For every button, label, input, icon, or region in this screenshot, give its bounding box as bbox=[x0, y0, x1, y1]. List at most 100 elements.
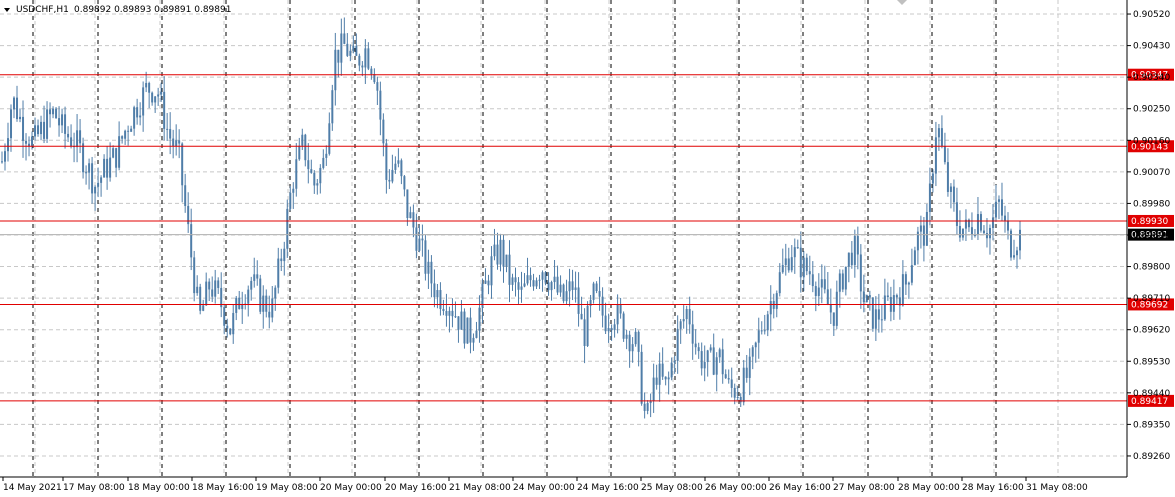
candle-body bbox=[70, 137, 73, 147]
candle-body bbox=[337, 49, 340, 63]
candle-body bbox=[13, 97, 16, 110]
candle-body bbox=[658, 363, 661, 385]
candle-body bbox=[166, 128, 169, 130]
level-label: 0.90347 bbox=[1131, 71, 1168, 81]
candle-body bbox=[250, 280, 253, 290]
candle-body bbox=[817, 287, 820, 296]
candle-body bbox=[919, 225, 922, 232]
candle-body bbox=[574, 287, 577, 290]
candle-body bbox=[400, 160, 403, 177]
candle-body bbox=[133, 107, 136, 129]
candle-body bbox=[547, 282, 550, 291]
candle-body bbox=[625, 334, 628, 339]
candle-body bbox=[598, 291, 601, 297]
candle-body bbox=[49, 109, 52, 115]
x-tick-label: 19 May 08:00 bbox=[256, 483, 318, 493]
candle-body bbox=[256, 274, 259, 279]
horizontal-levels[interactable]: 0.90347 0.90143 0.89930 0.89692 0.89417 0.898… bbox=[0, 68, 1174, 407]
candle-body bbox=[481, 283, 484, 308]
candle-body bbox=[388, 179, 391, 182]
ohlc-readout: 0.89892 0.89893 0.89891 0.89891 bbox=[74, 5, 231, 15]
candle-body bbox=[517, 282, 520, 290]
candle-body bbox=[742, 367, 745, 403]
y-tick-label: 0.89620 bbox=[1133, 326, 1170, 336]
candle-body bbox=[694, 343, 697, 348]
candle-body bbox=[145, 83, 148, 88]
candle-body bbox=[151, 92, 154, 103]
candle-body bbox=[442, 308, 445, 312]
candle-body bbox=[970, 227, 973, 236]
candle-body bbox=[205, 281, 208, 306]
candle-body bbox=[934, 137, 937, 174]
candle-body bbox=[664, 376, 667, 380]
level-label: 0.90143 bbox=[1131, 142, 1168, 152]
candle-body bbox=[466, 317, 469, 344]
candle-body bbox=[853, 236, 856, 266]
candle-body bbox=[436, 290, 439, 298]
candle-body bbox=[886, 295, 889, 298]
candle-body bbox=[868, 295, 871, 298]
candle-body bbox=[55, 108, 58, 119]
candle-body bbox=[892, 295, 895, 312]
candle-body bbox=[199, 286, 202, 311]
candle-body bbox=[748, 356, 751, 378]
candle-body bbox=[406, 189, 409, 219]
candle-body bbox=[193, 257, 196, 294]
candle-body bbox=[901, 274, 904, 306]
symbol-dropdown-icon[interactable] bbox=[4, 8, 10, 12]
candle-body bbox=[115, 148, 118, 168]
candle-body bbox=[148, 83, 151, 93]
candle-body bbox=[874, 309, 877, 329]
candle-body bbox=[739, 396, 742, 403]
candle-body bbox=[616, 304, 619, 325]
candle-body bbox=[700, 351, 703, 369]
candle-body bbox=[4, 151, 7, 162]
candle-body bbox=[634, 331, 637, 345]
candle-body bbox=[475, 330, 478, 338]
candle-body bbox=[139, 115, 142, 118]
candle-body bbox=[805, 257, 808, 272]
candle-body bbox=[91, 163, 94, 194]
candle-body bbox=[445, 311, 448, 316]
candle-body bbox=[157, 94, 160, 97]
candle-body bbox=[802, 257, 805, 278]
candle-body bbox=[604, 315, 607, 332]
candle-body bbox=[52, 108, 55, 115]
candle-body bbox=[871, 297, 874, 329]
candle-body bbox=[544, 272, 547, 283]
candle-body bbox=[799, 247, 802, 278]
candle-body bbox=[727, 378, 730, 380]
candle-body bbox=[208, 281, 211, 290]
level-label-bg bbox=[1128, 394, 1174, 407]
candle-body bbox=[97, 182, 100, 187]
x-tick-label: 25 May 08:00 bbox=[641, 483, 703, 493]
candle-body bbox=[832, 312, 835, 326]
chart-header: USDCHF,H1 0.89892 0.89893 0.89891 0.8989… bbox=[4, 5, 231, 15]
y-tick-label: 0.90340 bbox=[1133, 73, 1170, 83]
candle-body bbox=[835, 291, 838, 326]
y-tick-label: 0.90160 bbox=[1133, 136, 1170, 146]
candle-body bbox=[946, 162, 949, 192]
candle-body bbox=[898, 297, 901, 306]
candle-body bbox=[730, 379, 733, 388]
candle-body bbox=[367, 48, 370, 69]
candle-body bbox=[16, 97, 19, 120]
candle-body bbox=[439, 290, 442, 309]
candle-body bbox=[502, 239, 505, 267]
candle-body bbox=[766, 314, 769, 331]
scroll-marker-icon[interactable] bbox=[897, 0, 907, 5]
candle-body bbox=[325, 153, 328, 158]
candle-body bbox=[64, 114, 67, 134]
candle-body bbox=[463, 311, 466, 344]
candle-body bbox=[670, 362, 673, 378]
candle-body bbox=[589, 299, 592, 306]
candle-body bbox=[964, 219, 967, 229]
candle-body bbox=[190, 224, 193, 258]
y-tick-label: 0.90070 bbox=[1133, 168, 1170, 178]
candle-body bbox=[196, 286, 199, 294]
candle-body bbox=[676, 328, 679, 361]
candle-body bbox=[925, 211, 928, 246]
candle-body bbox=[106, 158, 109, 178]
